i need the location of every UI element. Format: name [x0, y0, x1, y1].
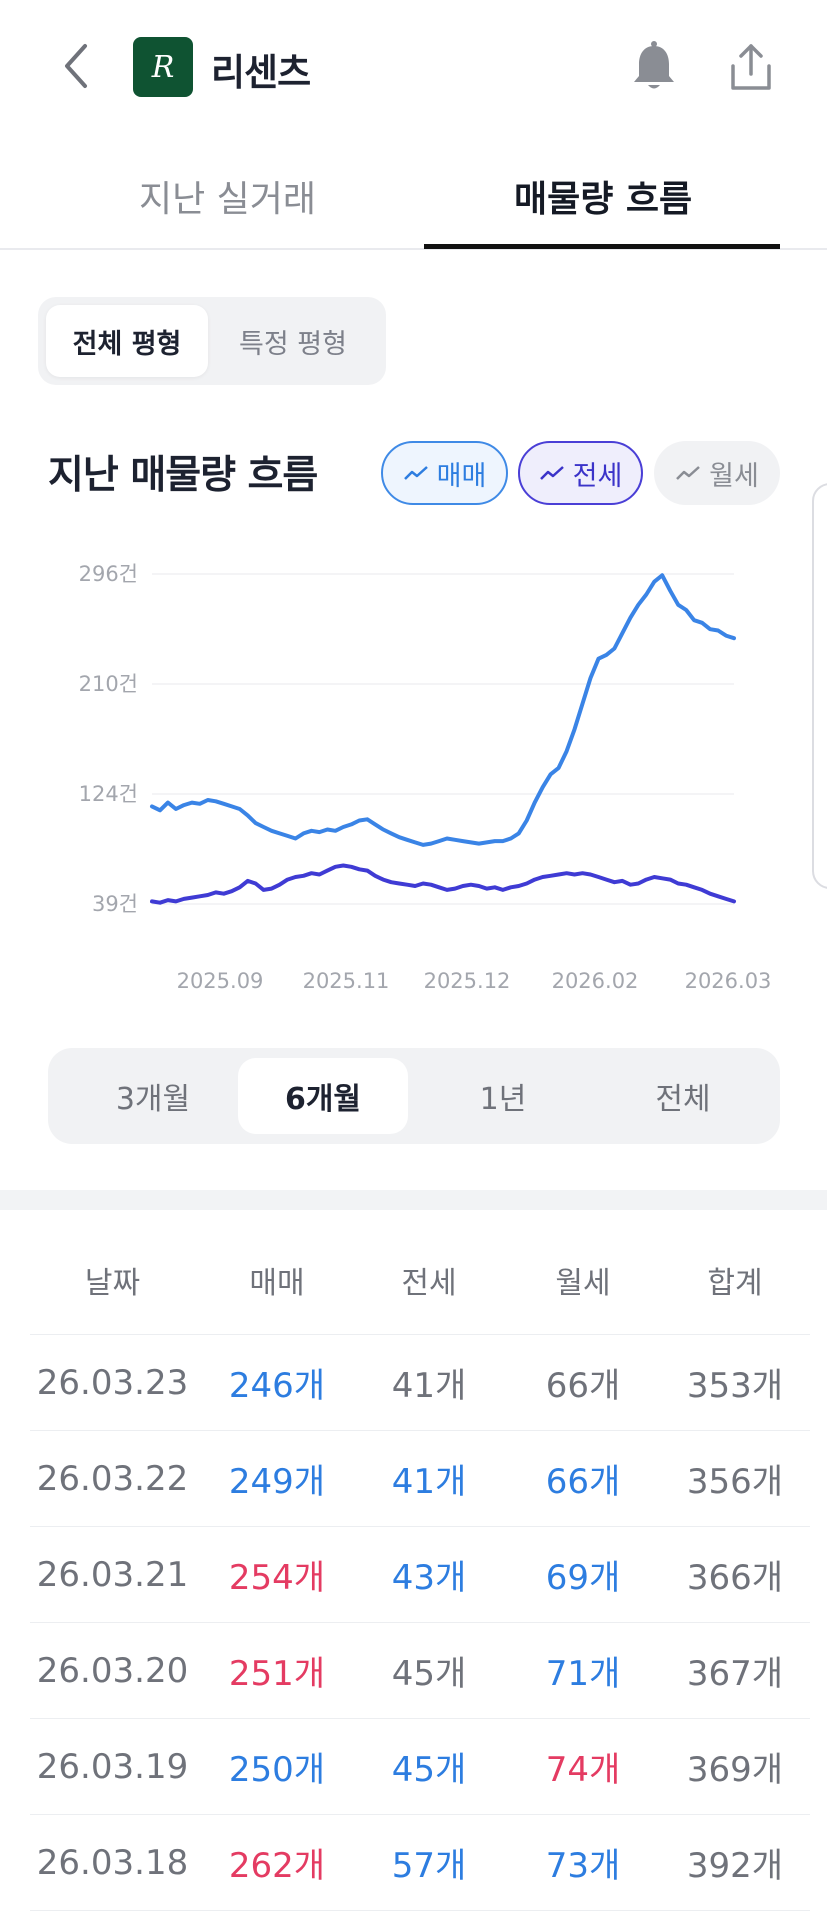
y-tick-label: 124건 [79, 782, 138, 806]
active-tab-indicator [424, 244, 780, 249]
row-wolse-count: 73개 [545, 1846, 621, 1886]
chart-svg: 296건 210건 124건 39건 2025.09 2025.11 2025.12 202… [79, 562, 772, 993]
row-wolse-count: 66개 [545, 1366, 621, 1406]
filter-sale-toggle[interactable]: 매매 [381, 441, 508, 505]
row-total-count: 392개 [686, 1846, 784, 1886]
row-date: 26.03.23 [36, 1362, 189, 1403]
segment-specific-size[interactable]: 특정 평형 [239, 328, 347, 360]
row-jeonse-count: 41개 [391, 1462, 467, 1502]
bell-icon [634, 41, 674, 89]
row-jeonse-count: 43개 [391, 1558, 467, 1598]
row-sale-count: 246개 [228, 1366, 326, 1406]
share-button[interactable] [725, 40, 777, 94]
row-sale-count: 250개 [228, 1750, 326, 1790]
x-tick-label: 2026.02 [552, 969, 639, 993]
table-row: 26.03.18 262개 57개 73개 392개 [30, 1815, 810, 1911]
row-jeonse-count: 57개 [391, 1846, 467, 1886]
header-date: 날짜 [84, 1265, 141, 1301]
header-total: 합계 [707, 1265, 763, 1301]
page-title: 리센츠 [211, 51, 311, 94]
row-jeonse-count: 45개 [391, 1750, 467, 1790]
row-date: 26.03.19 [36, 1746, 189, 1787]
row-sale-count: 251개 [228, 1654, 326, 1694]
table-row: 26.03.22 249개 41개 66개 356개 [30, 1431, 810, 1527]
back-button[interactable] [55, 38, 99, 94]
series-line-jeonse [150, 863, 736, 905]
header-jeonse: 전세 [401, 1265, 457, 1301]
filter-jeonse-toggle[interactable]: 전세 [518, 441, 643, 505]
x-tick-label: 2025.09 [177, 969, 264, 993]
area-segment-control: 전체 평형 특정 평형 [38, 297, 386, 385]
table-row: 26.03.21 254개 43개 69개 366개 [30, 1527, 810, 1623]
row-wolse-count: 74개 [545, 1750, 621, 1790]
row-total-count: 367개 [686, 1654, 784, 1694]
table-header: 날짜 매매 전세 월세 합계 [30, 1225, 810, 1335]
chart-title: 지난 매물량 흐름 [48, 453, 318, 498]
row-total-count: 356개 [686, 1462, 784, 1502]
filter-jeonse-label: 전세 [572, 460, 623, 492]
row-total-count: 369개 [686, 1750, 784, 1790]
filter-wolse-toggle[interactable]: 월세 [654, 441, 780, 505]
share-icon [731, 44, 771, 90]
series-line-sale [150, 573, 736, 847]
listing-flow-chart: 296건 210건 124건 39건 2025.09 2025.11 2025.12 202… [0, 540, 827, 1010]
row-date: 26.03.22 [36, 1458, 189, 1499]
row-jeonse-count: 45개 [391, 1654, 467, 1694]
chevron-left-icon [65, 44, 87, 88]
period-6-months[interactable]: 6개월 [238, 1058, 408, 1134]
filter-wolse-label: 월세 [709, 460, 759, 492]
row-sale-count: 262개 [228, 1846, 326, 1886]
listing-table: 날짜 매매 전세 월세 합계 26.03.23 246개 41개 66개 353개 26.… [30, 1225, 810, 1911]
row-date: 26.03.18 [36, 1842, 189, 1883]
trend-icon [539, 466, 564, 480]
row-total-count: 366개 [686, 1558, 784, 1598]
y-tick-label: 39건 [92, 892, 138, 916]
row-wolse-count: 69개 [545, 1558, 621, 1598]
filter-sale-label: 매매 [436, 460, 487, 492]
table-body: 26.03.23 246개 41개 66개 353개 26.03.22 249개 41개 66개… [30, 1335, 810, 1911]
tab-listing-flow[interactable]: 매물량 흐름 [514, 179, 693, 220]
table-row: 26.03.19 250개 45개 74개 369개 [30, 1719, 810, 1815]
tab-bar: 지난 실거래 매물량 흐름 [0, 140, 827, 250]
row-wolse-count: 71개 [545, 1654, 621, 1694]
y-tick-label: 210건 [79, 672, 138, 696]
row-total-count: 353개 [686, 1366, 784, 1406]
section-divider [0, 1190, 827, 1210]
trend-icon [403, 466, 428, 480]
row-date: 26.03.20 [36, 1650, 189, 1691]
row-wolse-count: 66개 [545, 1462, 621, 1502]
segment-all-sizes[interactable]: 전체 평형 [46, 305, 208, 377]
header-wolse: 월세 [555, 1265, 611, 1301]
row-sale-count: 249개 [228, 1462, 326, 1502]
period-1-year[interactable]: 1년 [479, 1082, 527, 1117]
period-selector: 3개월 6개월 1년 전체 [48, 1048, 780, 1144]
table-row: 26.03.23 246개 41개 66개 353개 [30, 1335, 810, 1431]
header-sale: 매매 [249, 1265, 305, 1301]
row-sale-count: 254개 [228, 1558, 326, 1598]
x-tick-label: 2025.12 [424, 969, 511, 993]
trend-icon [676, 466, 700, 480]
complex-logo: R [133, 37, 193, 97]
period-3-months[interactable]: 3개월 [115, 1082, 191, 1117]
table-row: 26.03.20 251개 45개 71개 367개 [30, 1623, 810, 1719]
x-tick-label: 2025.11 [303, 969, 390, 993]
app-header: R 리센츠 [0, 0, 827, 135]
period-all[interactable]: 전체 [655, 1082, 711, 1117]
row-date: 26.03.21 [36, 1554, 189, 1595]
row-jeonse-count: 41개 [391, 1366, 467, 1406]
notification-button[interactable] [630, 40, 678, 94]
y-tick-label: 296건 [79, 562, 138, 586]
x-tick-label: 2026.03 [685, 969, 772, 993]
tab-past-transactions[interactable]: 지난 실거래 [139, 179, 317, 220]
